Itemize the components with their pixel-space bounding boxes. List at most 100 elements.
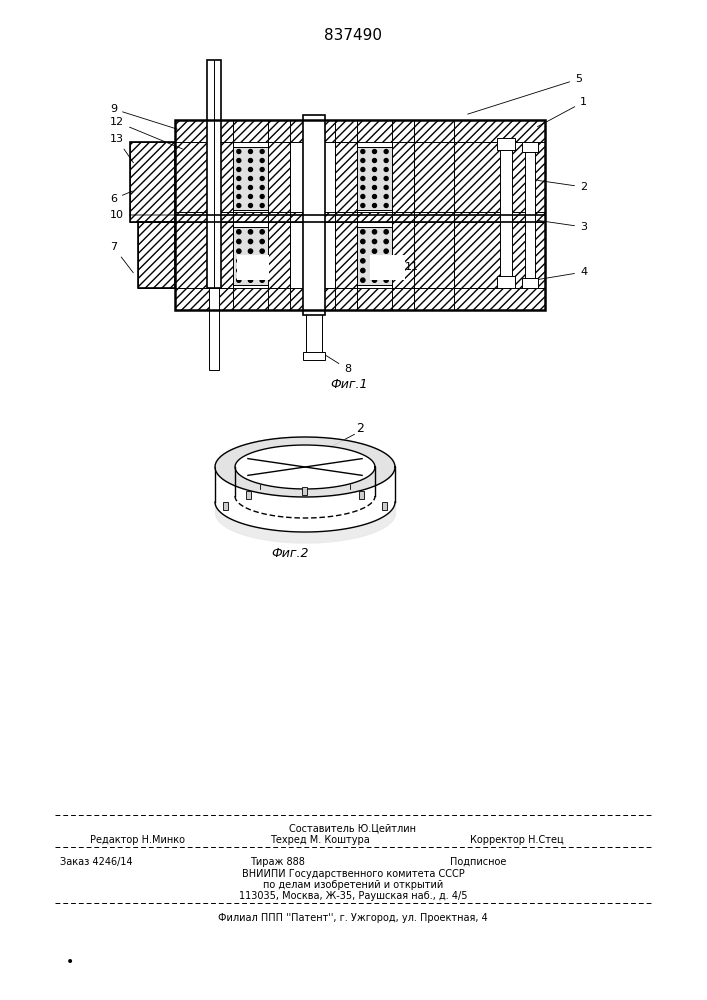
Circle shape bbox=[361, 268, 365, 273]
Text: 837490: 837490 bbox=[324, 28, 382, 43]
Circle shape bbox=[361, 204, 365, 207]
Bar bbox=[358, 491, 363, 499]
Bar bbox=[175, 222, 233, 288]
Bar bbox=[357, 147, 392, 210]
Bar bbox=[414, 142, 545, 215]
Circle shape bbox=[249, 204, 252, 207]
Bar bbox=[303, 352, 325, 360]
Circle shape bbox=[248, 249, 252, 253]
Text: Фиг.1: Фиг.1 bbox=[330, 378, 368, 391]
Circle shape bbox=[237, 150, 241, 153]
Bar bbox=[223, 502, 228, 510]
Text: Тираж 888: Тираж 888 bbox=[250, 857, 305, 867]
Circle shape bbox=[361, 150, 365, 153]
Bar bbox=[370, 255, 405, 280]
Circle shape bbox=[260, 168, 264, 171]
Circle shape bbox=[260, 268, 264, 273]
Bar bbox=[209, 288, 219, 370]
Circle shape bbox=[237, 259, 241, 263]
Bar bbox=[392, 142, 414, 215]
Circle shape bbox=[373, 159, 377, 162]
Bar bbox=[268, 222, 290, 288]
Bar bbox=[207, 60, 221, 288]
Circle shape bbox=[373, 230, 377, 234]
Circle shape bbox=[361, 168, 365, 171]
Bar bbox=[392, 222, 454, 288]
Circle shape bbox=[384, 239, 388, 244]
Text: 12: 12 bbox=[250, 262, 264, 272]
Text: 12: 12 bbox=[110, 117, 182, 149]
Circle shape bbox=[361, 259, 365, 263]
Bar bbox=[130, 142, 175, 222]
Text: 13: 13 bbox=[110, 134, 134, 163]
Bar bbox=[138, 222, 175, 288]
Circle shape bbox=[384, 259, 388, 263]
Circle shape bbox=[373, 204, 377, 207]
Bar bbox=[357, 227, 392, 285]
Bar bbox=[454, 222, 545, 288]
Text: по делам изобретений и открытий: по делам изобретений и открытий bbox=[263, 880, 443, 890]
Text: Корректор Н.Стец: Корректор Н.Стец bbox=[470, 835, 563, 845]
Circle shape bbox=[373, 278, 377, 282]
Circle shape bbox=[384, 278, 388, 282]
Bar bbox=[175, 288, 545, 310]
Circle shape bbox=[260, 186, 264, 189]
Circle shape bbox=[384, 204, 388, 207]
Circle shape bbox=[384, 186, 388, 189]
Circle shape bbox=[373, 177, 377, 180]
Bar bbox=[525, 142, 535, 288]
Bar bbox=[522, 278, 538, 288]
Circle shape bbox=[260, 150, 264, 153]
Text: 10: 10 bbox=[110, 210, 177, 220]
Circle shape bbox=[384, 249, 388, 253]
Bar bbox=[357, 147, 392, 210]
Circle shape bbox=[237, 168, 241, 171]
Polygon shape bbox=[215, 437, 395, 497]
Circle shape bbox=[249, 186, 252, 189]
Text: 5: 5 bbox=[467, 74, 582, 114]
Bar bbox=[335, 222, 357, 288]
Circle shape bbox=[260, 159, 264, 162]
Circle shape bbox=[248, 239, 252, 244]
Circle shape bbox=[237, 177, 241, 180]
Circle shape bbox=[237, 249, 241, 253]
Circle shape bbox=[384, 159, 388, 162]
Text: 6: 6 bbox=[110, 191, 132, 204]
Circle shape bbox=[361, 159, 365, 162]
Bar bbox=[290, 142, 335, 215]
Bar bbox=[175, 120, 545, 310]
Circle shape bbox=[237, 186, 241, 189]
Circle shape bbox=[260, 230, 264, 234]
Text: 9: 9 bbox=[110, 104, 177, 129]
Circle shape bbox=[373, 239, 377, 244]
Circle shape bbox=[260, 259, 264, 263]
Circle shape bbox=[249, 168, 252, 171]
Circle shape bbox=[384, 195, 388, 198]
Circle shape bbox=[260, 239, 264, 244]
Circle shape bbox=[249, 159, 252, 162]
Text: 113035, Москва, Ж-35, Раушская наб., д. 4/5: 113035, Москва, Ж-35, Раушская наб., д. … bbox=[239, 891, 467, 901]
Bar bbox=[175, 142, 233, 215]
Text: 1: 1 bbox=[537, 97, 587, 127]
Bar bbox=[522, 142, 538, 152]
Circle shape bbox=[248, 268, 252, 273]
Circle shape bbox=[373, 195, 377, 198]
Bar bbox=[237, 255, 269, 280]
Bar bbox=[497, 138, 515, 150]
Bar bbox=[290, 222, 335, 288]
Text: 3: 3 bbox=[538, 220, 587, 232]
Circle shape bbox=[384, 268, 388, 273]
Bar bbox=[382, 502, 387, 510]
Circle shape bbox=[373, 168, 377, 171]
Text: 2: 2 bbox=[538, 180, 587, 192]
Bar bbox=[233, 147, 268, 210]
Circle shape bbox=[237, 195, 241, 198]
Text: Подписное: Подписное bbox=[450, 857, 506, 867]
Text: 11: 11 bbox=[405, 262, 419, 272]
Circle shape bbox=[373, 150, 377, 153]
Circle shape bbox=[248, 230, 252, 234]
Circle shape bbox=[248, 259, 252, 263]
Text: Фиг.2: Фиг.2 bbox=[271, 547, 309, 560]
Bar bbox=[175, 120, 545, 142]
Circle shape bbox=[373, 259, 377, 263]
